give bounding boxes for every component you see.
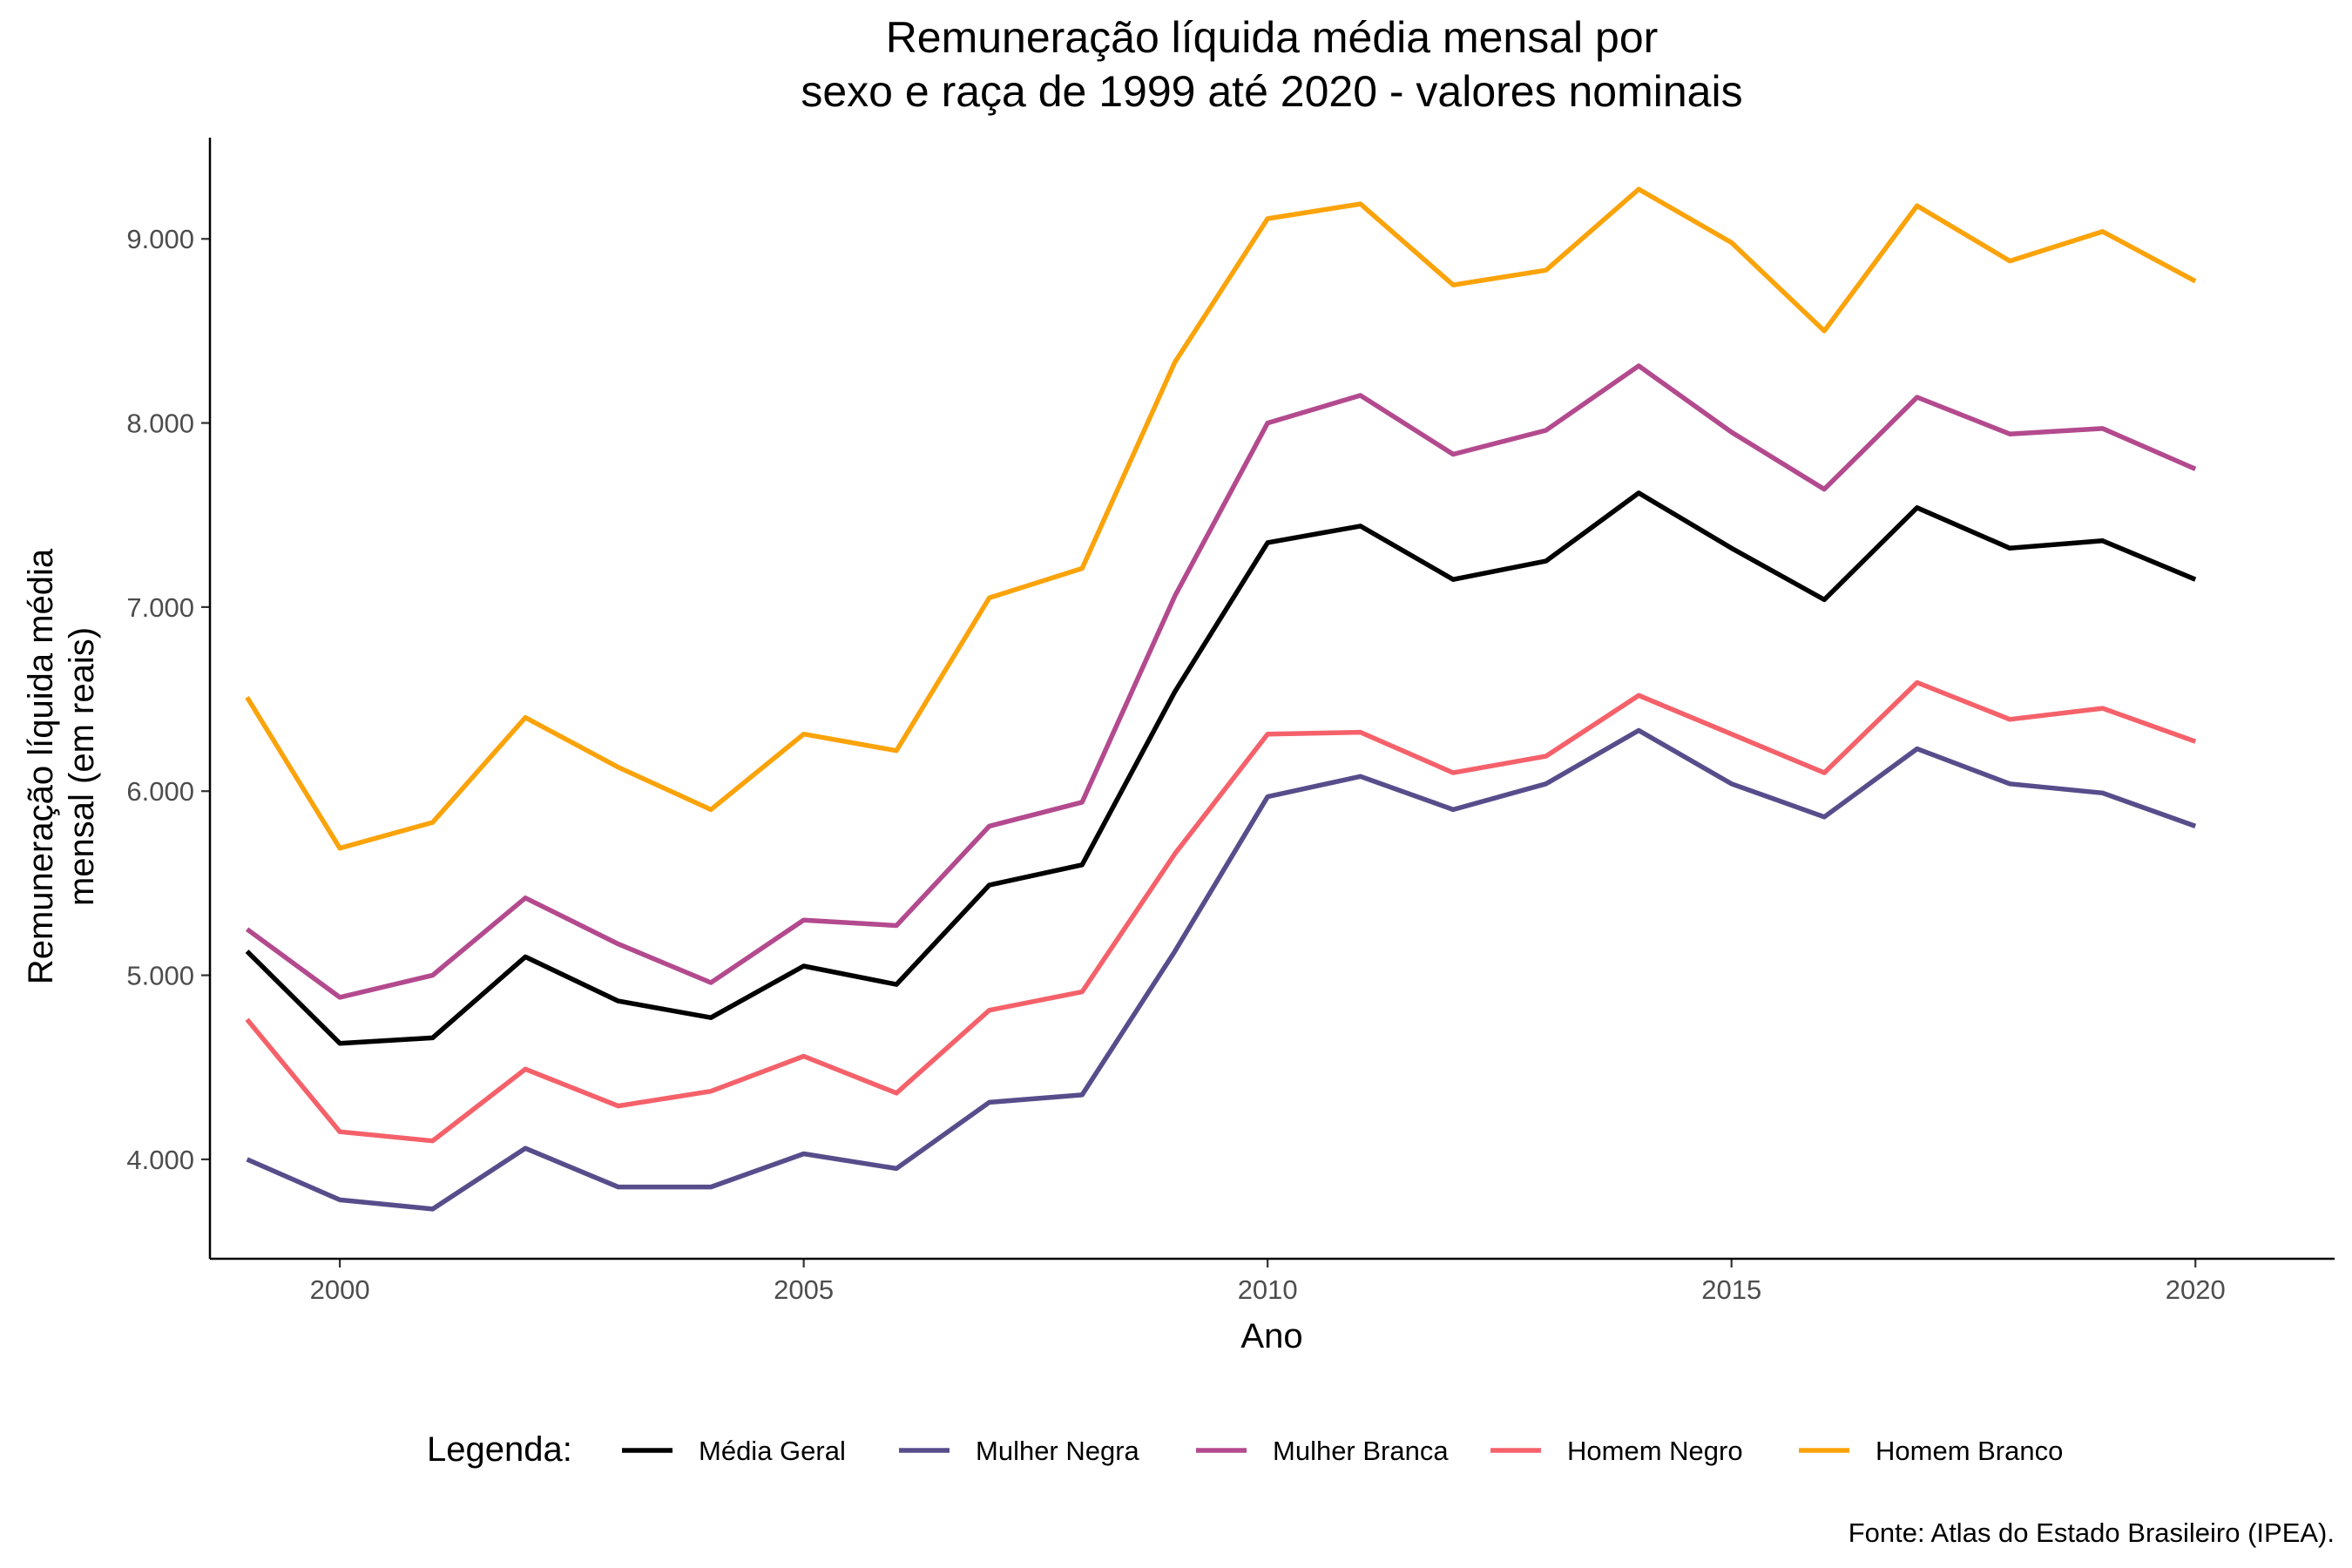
series-line-mulher-branca xyxy=(245,363,2197,1000)
x-tick-label: 2015 xyxy=(1701,1274,1761,1305)
series-lines xyxy=(245,186,2197,1212)
y-tick-label: 4.000 xyxy=(126,1145,194,1175)
y-axis-title-line-2: mensal (em reais) xyxy=(63,627,101,906)
legend-title: Legenda: xyxy=(427,1430,572,1469)
series-line-mulher-negra xyxy=(246,727,2197,1212)
y-tick-label: 9.000 xyxy=(126,224,194,254)
legend: Legenda: Média Geral Mulher Negra Mulher B… xyxy=(427,1430,2063,1469)
series-line-media-geral xyxy=(245,490,2197,1046)
y-tick-label: 6.000 xyxy=(126,776,194,807)
x-axis-title: Ano xyxy=(1240,1317,1302,1355)
caption-source: Fonte: Atlas do Estado Brasileiro (IPEA)… xyxy=(1848,1517,2335,1548)
title-line-1: Remuneração líquida média mensal por xyxy=(886,13,1659,62)
legend-item-homem-branco: Homem Branco xyxy=(1799,1436,2063,1466)
x-tick-label: 2010 xyxy=(1238,1274,1298,1305)
legend-item-homem-negro: Homem Negro xyxy=(1490,1436,1743,1466)
y-tick-label: 8.000 xyxy=(126,409,194,439)
y-axis-title-line-1: Remuneração líquida média xyxy=(22,548,60,984)
legend-item-mulher-negra: Mulher Negra xyxy=(899,1436,1140,1466)
y-axis-ticks: 4.000 5.000 6.000 7.000 8.000 9.000 xyxy=(126,224,210,1175)
series-line-homem-branco xyxy=(245,186,2197,851)
title-line-2: sexo e raça de 1999 até 2020 - valores n… xyxy=(801,67,1742,116)
legend-item-mulher-branca: Mulher Branca xyxy=(1196,1436,1449,1466)
chart-title: Remuneração líquida média mensal por sex… xyxy=(801,13,1742,116)
x-tick-label: 2005 xyxy=(774,1274,834,1305)
legend-label-mulher-negra: Mulher Negra xyxy=(976,1436,1140,1466)
legend-label-mulher-branca: Mulher Branca xyxy=(1273,1436,1449,1466)
series-line-homem-negro xyxy=(245,679,2197,1144)
x-tick-label: 2000 xyxy=(310,1274,370,1305)
legend-item-media-geral: Média Geral xyxy=(622,1436,846,1466)
legend-label-homem-negro: Homem Negro xyxy=(1567,1436,1743,1466)
legend-label-homem-branco: Homem Branco xyxy=(1876,1436,2063,1466)
x-axis-ticks: 2000 2005 2010 2015 2020 xyxy=(310,1259,2226,1305)
legend-label-media-geral: Média Geral xyxy=(699,1436,846,1466)
y-tick-label: 7.000 xyxy=(126,592,194,623)
y-tick-label: 5.000 xyxy=(126,961,194,991)
y-axis-title: Remuneração líquida média mensal (em rea… xyxy=(22,548,101,984)
x-tick-label: 2020 xyxy=(2166,1274,2226,1305)
